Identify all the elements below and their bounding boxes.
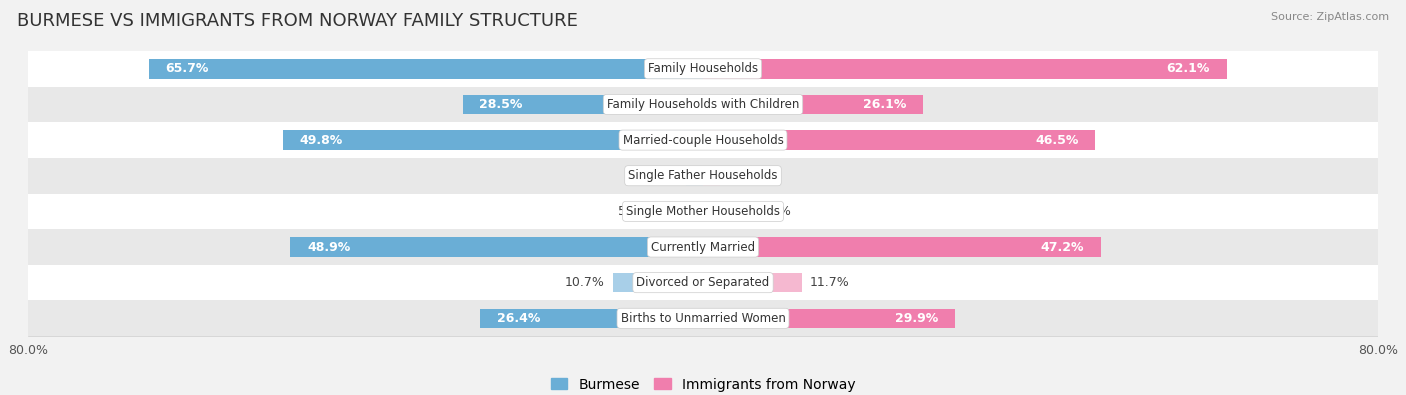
Text: Births to Unmarried Women: Births to Unmarried Women (620, 312, 786, 325)
Text: Single Father Households: Single Father Households (628, 169, 778, 182)
Text: 26.4%: 26.4% (498, 312, 540, 325)
Text: 48.9%: 48.9% (308, 241, 350, 254)
Bar (28, 301, 1378, 336)
Text: Family Households: Family Households (648, 62, 758, 75)
Bar (613, 273, 703, 292)
Text: BURMESE VS IMMIGRANTS FROM NORWAY FAMILY STRUCTURE: BURMESE VS IMMIGRANTS FROM NORWAY FAMILY… (17, 12, 578, 30)
Text: 2.0%: 2.0% (645, 169, 678, 182)
Bar (703, 201, 751, 221)
Text: 28.5%: 28.5% (479, 98, 523, 111)
Text: Source: ZipAtlas.com: Source: ZipAtlas.com (1271, 12, 1389, 22)
Text: 5.3%: 5.3% (619, 205, 650, 218)
Bar (686, 166, 703, 186)
Text: 10.7%: 10.7% (564, 276, 605, 289)
Text: Single Mother Households: Single Mother Households (626, 205, 780, 218)
Bar (28, 229, 1378, 265)
Text: 29.9%: 29.9% (896, 312, 938, 325)
Text: Currently Married: Currently Married (651, 241, 755, 254)
Text: Divorced or Separated: Divorced or Separated (637, 276, 769, 289)
Legend: Burmese, Immigrants from Norway: Burmese, Immigrants from Norway (546, 372, 860, 395)
Text: 65.7%: 65.7% (166, 62, 209, 75)
Bar (703, 237, 1101, 257)
Bar (658, 201, 703, 221)
Bar (703, 273, 801, 292)
Bar (703, 308, 955, 328)
Bar (703, 130, 1095, 150)
Text: 46.5%: 46.5% (1035, 134, 1078, 147)
Bar (703, 95, 924, 114)
Bar (481, 308, 703, 328)
Text: 47.2%: 47.2% (1040, 241, 1084, 254)
Bar (703, 59, 1227, 79)
Text: Family Households with Children: Family Households with Children (607, 98, 799, 111)
Text: 62.1%: 62.1% (1167, 62, 1211, 75)
Bar (28, 265, 1378, 301)
Text: Married-couple Households: Married-couple Households (623, 134, 783, 147)
Text: 11.7%: 11.7% (810, 276, 849, 289)
Bar (28, 122, 1378, 158)
Bar (283, 130, 703, 150)
Text: 49.8%: 49.8% (299, 134, 343, 147)
Bar (28, 87, 1378, 122)
Bar (703, 166, 720, 186)
Bar (291, 237, 703, 257)
Text: 26.1%: 26.1% (863, 98, 907, 111)
Text: 2.0%: 2.0% (728, 169, 761, 182)
Bar (28, 194, 1378, 229)
Bar (149, 59, 703, 79)
Bar (28, 51, 1378, 87)
Bar (28, 158, 1378, 194)
Bar (463, 95, 703, 114)
Text: 5.6%: 5.6% (759, 205, 790, 218)
